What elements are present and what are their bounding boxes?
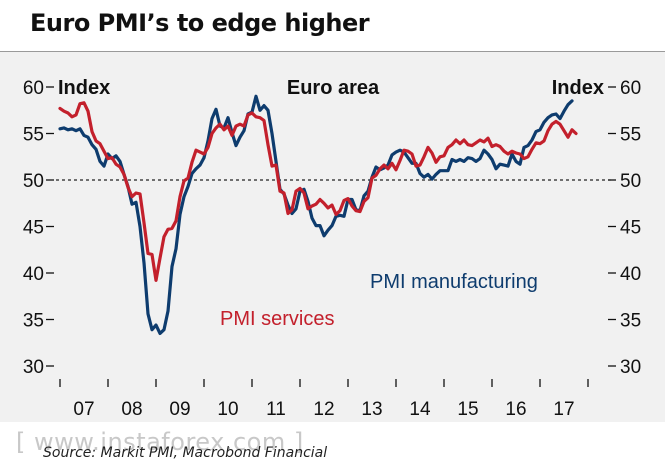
y-tick-label-right: 35 [620, 311, 641, 332]
x-tick-label: 12 [313, 399, 334, 420]
x-tick-label: 08 [121, 399, 142, 420]
x-tick-label: 17 [553, 399, 574, 420]
watermark: [ www.instaforex.com ] [16, 428, 304, 456]
y-tick-label-left: 40 [23, 264, 44, 285]
x-tick-label: 07 [73, 399, 94, 420]
y-tick-label-left: 60 [23, 78, 44, 99]
y-tick-label-left: 55 [23, 125, 44, 146]
x-tick-label: 14 [409, 399, 431, 420]
x-tick-label: 16 [505, 399, 526, 420]
x-tick-label: 10 [217, 399, 238, 420]
y-axis-right: 30 35 40 45 50 55 60 [608, 78, 641, 378]
y-tick-label-right: 50 [620, 171, 641, 192]
x-tick-label: 13 [361, 399, 382, 420]
legend-manufacturing: PMI manufacturing [370, 271, 538, 293]
source-note: Source: Markit PMI, Macrobond Financial [43, 445, 328, 461]
x-tick-label: 09 [169, 399, 190, 420]
y-tick-label-right: 40 [620, 264, 641, 285]
services-line [58, 101, 578, 282]
title-divider [0, 51, 665, 52]
x-tick-label: 15 [457, 399, 478, 420]
y-tick-label-right: 60 [620, 78, 641, 99]
y-axis-left: 30 35 40 45 50 55 60 [23, 78, 54, 378]
series-lines [58, 94, 578, 335]
y-tick-label-left: 45 [23, 218, 44, 239]
y-tick-label-right: 30 [620, 357, 641, 378]
y-tick-label-right: 55 [620, 125, 641, 146]
page-title: Euro PMI’s to edge higher [30, 9, 370, 37]
y-tick-label-right: 45 [620, 218, 641, 239]
y-tick-label-left: 35 [23, 311, 44, 332]
x-tick-label: 11 [266, 399, 286, 420]
header: Euro PMI’s to edge higher [0, 0, 665, 52]
y-axis-right-label: Index [552, 77, 604, 99]
x-axis: 07 08 09 10 11 12 13 14 15 16 17 [59, 379, 589, 420]
y-tick-label-left: 50 [23, 171, 44, 192]
legend-services: PMI services [220, 308, 334, 330]
y-axis-left-label: Index [58, 77, 110, 99]
manufacturing-line [58, 94, 574, 335]
y-tick-label-left: 30 [23, 357, 44, 378]
chart-title: Euro area [287, 77, 380, 99]
footer [0, 422, 665, 475]
pmi-line-chart: 30 35 40 45 50 55 60 30 35 40 45 50 55 60 07 08 09 10 11… [23, 77, 641, 420]
